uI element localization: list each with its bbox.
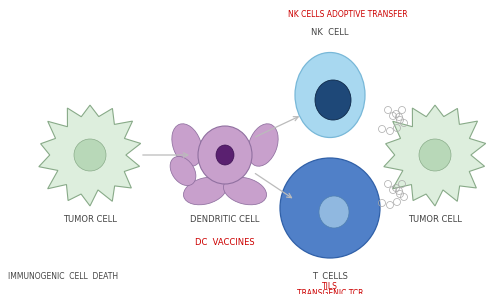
Ellipse shape: [295, 53, 365, 138]
Text: DC  VACCINES: DC VACCINES: [195, 238, 255, 247]
Ellipse shape: [198, 126, 252, 184]
Ellipse shape: [184, 177, 226, 205]
Text: NK CELLS ADOPTIVE TRANSFER: NK CELLS ADOPTIVE TRANSFER: [288, 10, 408, 19]
Text: TUMOR CELL: TUMOR CELL: [63, 215, 117, 224]
Ellipse shape: [170, 156, 196, 186]
Text: NK  CELL: NK CELL: [311, 28, 349, 37]
Text: TILS: TILS: [322, 282, 338, 291]
Ellipse shape: [224, 177, 266, 205]
Text: IMMUNOGENIC  CELL  DEATH: IMMUNOGENIC CELL DEATH: [8, 272, 118, 281]
Ellipse shape: [315, 80, 351, 120]
Text: TRANSGENIC TCR: TRANSGENIC TCR: [297, 289, 363, 294]
Circle shape: [280, 158, 380, 258]
Ellipse shape: [248, 124, 278, 166]
Text: TUMOR CELL: TUMOR CELL: [408, 215, 462, 224]
Ellipse shape: [216, 145, 234, 165]
Polygon shape: [384, 105, 486, 206]
Ellipse shape: [319, 196, 349, 228]
Polygon shape: [39, 105, 140, 206]
Circle shape: [74, 139, 106, 171]
Circle shape: [419, 139, 451, 171]
Text: T  CELLS: T CELLS: [312, 272, 348, 281]
Ellipse shape: [172, 124, 202, 166]
Text: DENDRITIC CELL: DENDRITIC CELL: [190, 215, 260, 224]
